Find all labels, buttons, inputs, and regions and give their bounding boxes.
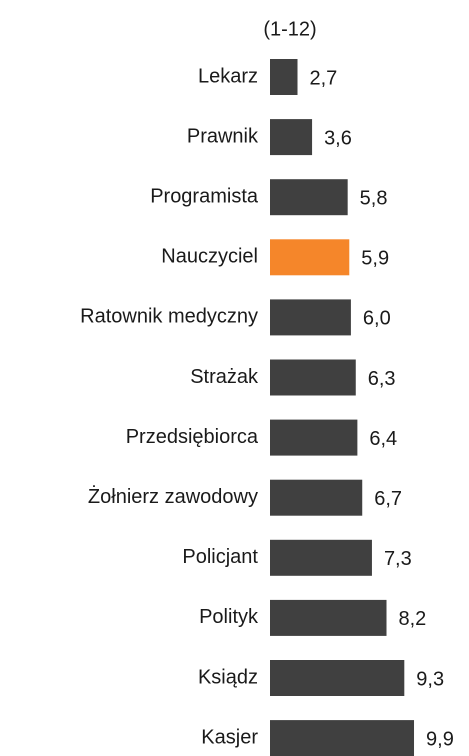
chart-title: (1-12) xyxy=(263,18,316,40)
value-label: 6,4 xyxy=(369,428,397,450)
bar xyxy=(270,179,348,216)
value-label: 7,3 xyxy=(384,548,412,570)
category-label: Kasjer xyxy=(201,726,258,748)
value-label: 5,8 xyxy=(360,187,388,209)
category-label: Żołnierz zawodowy xyxy=(88,485,258,508)
bar xyxy=(270,419,358,456)
category-label: Polityk xyxy=(199,606,259,628)
category-label: Programista xyxy=(150,185,259,207)
value-label: 8,2 xyxy=(399,608,427,630)
value-label: 3,6 xyxy=(324,127,352,149)
category-label: Prawnik xyxy=(187,125,259,147)
value-label: 5,9 xyxy=(361,248,389,270)
bar xyxy=(270,720,415,756)
value-label: 2,7 xyxy=(310,67,338,89)
bar xyxy=(270,119,313,156)
bar xyxy=(270,660,405,696)
bar xyxy=(270,239,350,276)
value-label: 9,9 xyxy=(426,728,454,750)
bar xyxy=(270,59,298,95)
bar xyxy=(270,539,372,576)
value-label: 9,3 xyxy=(416,668,444,690)
category-label: Nauczyciel xyxy=(161,246,258,268)
value-label: 6,3 xyxy=(368,368,396,390)
bar xyxy=(270,599,387,636)
bar xyxy=(270,299,351,336)
category-label: Ksiądz xyxy=(198,666,258,688)
category-label: Lekarz xyxy=(198,65,258,87)
category-label: Przedsiębiorca xyxy=(126,426,259,448)
bar xyxy=(270,479,363,516)
value-label: 6,7 xyxy=(374,488,402,510)
category-label: Strażak xyxy=(190,366,259,388)
category-label: Policjant xyxy=(182,546,258,568)
category-label: Ratownik medyczny xyxy=(80,306,258,328)
bar xyxy=(270,359,356,396)
value-label: 6,0 xyxy=(363,308,391,330)
